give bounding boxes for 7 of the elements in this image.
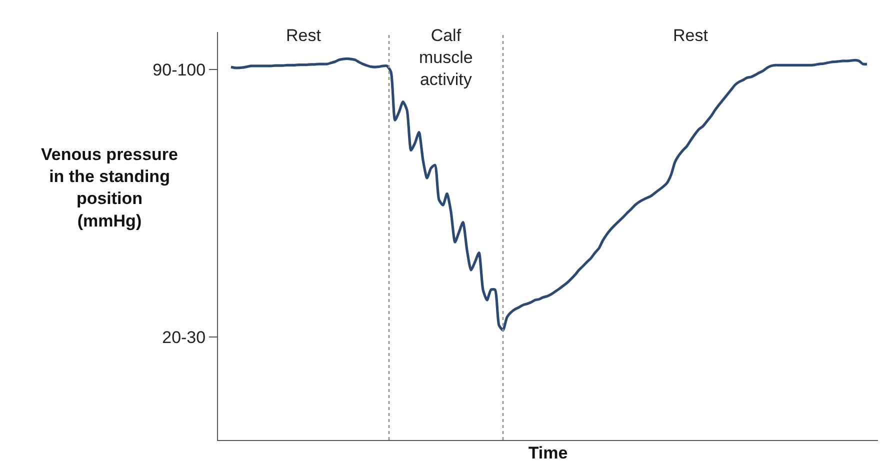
text: Rest	[286, 26, 322, 45]
x-axis-title: Time	[528, 443, 568, 462]
y-axis-title: Venous pressure in the standing position (mmHg)	[41, 145, 178, 230]
annotation: Calf muscle activity	[419, 26, 473, 90]
text: 20-30	[162, 328, 206, 347]
text: Rest	[673, 26, 708, 45]
text: 90-100	[152, 60, 206, 80]
